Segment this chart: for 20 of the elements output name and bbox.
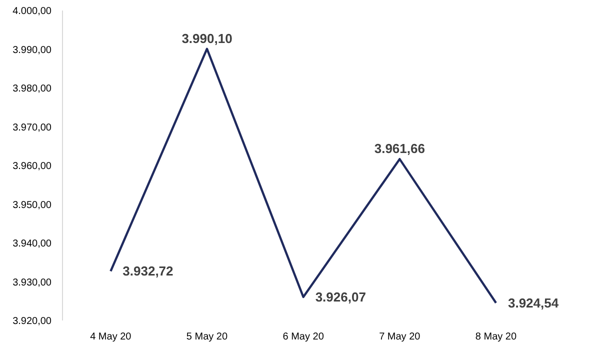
y-tick-label: 3.990,00 [12, 44, 52, 56]
y-tick-label: 3.970,00 [12, 122, 52, 134]
x-tick-label: 5 May 20 [186, 332, 228, 342]
y-tick-label: 3.920,00 [12, 316, 52, 327]
y-tick-label: 3.960,00 [12, 161, 52, 172]
x-tick-label: 6 May 20 [282, 332, 324, 342]
x-tick-label: 8 May 20 [475, 332, 517, 342]
x-tick-label: 4 May 20 [90, 332, 132, 342]
y-tick-label: 3.930,00 [12, 277, 52, 288]
y-tick-label: 3.980,00 [12, 84, 52, 94]
data-label: 3.926,07 [315, 289, 366, 304]
data-label: 3.932,72 [122, 264, 174, 279]
data-label: 3.990,10 [182, 30, 232, 46]
y-tick-label: 3.950,00 [12, 200, 52, 211]
data-label: 3.961,66 [374, 141, 425, 156]
data-label: 3.924,54 [508, 295, 560, 310]
y-tick-label: 4.000,00 [12, 6, 52, 17]
y-tick-label: 3.940,00 [12, 238, 52, 250]
line-series [110, 48, 498, 304]
x-tick-label: 7 May 20 [379, 332, 421, 342]
